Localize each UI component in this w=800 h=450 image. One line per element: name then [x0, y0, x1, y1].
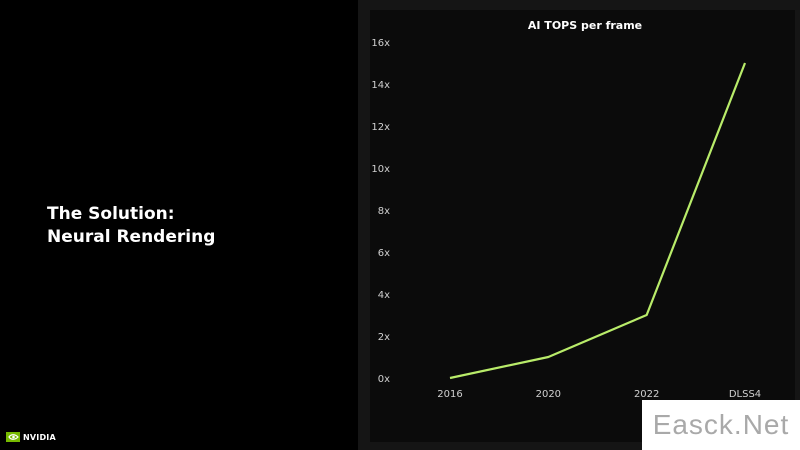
x-tick-label: 2016 [437, 389, 462, 400]
series-line [449, 62, 747, 380]
y-tick-label: 16x [371, 38, 390, 49]
x-axis: 2016 2020 2022 DLSS4 [437, 389, 761, 400]
y-axis: 0x 2x 4x 6x 8x 10x 12x 14x 16x [371, 38, 390, 385]
y-tick-label: 10x [371, 164, 390, 175]
series-group [449, 62, 747, 380]
chart-area [370, 10, 795, 442]
watermark-text: Easck.Net [652, 409, 790, 440]
left-panel: The Solution: Neural Rendering NVIDIA [0, 0, 358, 450]
heading-line-1: The Solution: [47, 204, 175, 224]
watermark: Easck.Net [642, 400, 800, 450]
slide-heading: The Solution: Neural Rendering [47, 203, 215, 249]
y-tick-label: 2x [378, 332, 390, 343]
y-tick-label: 12x [371, 122, 390, 133]
line-chart: AI TOPS per frame 0x 2x 4x 6x 8x 10x 12x 14x 16x… [371, 19, 761, 400]
x-tick-label: 2020 [536, 389, 561, 400]
x-tick-label: 2022 [634, 389, 659, 400]
y-tick-label: 6x [378, 248, 390, 259]
y-tick-label: 4x [378, 290, 390, 301]
chart-title: AI TOPS per frame [528, 19, 642, 32]
y-tick-label: 0x [378, 374, 390, 385]
nvidia-eye-icon [6, 432, 20, 442]
logo-text: NVIDIA [23, 432, 56, 442]
y-tick-label: 8x [378, 206, 390, 217]
y-tick-label: 14x [371, 80, 390, 91]
nvidia-logo: NVIDIA [6, 431, 56, 443]
heading-line-2: Neural Rendering [47, 227, 216, 247]
x-tick-label: DLSS4 [729, 389, 761, 400]
